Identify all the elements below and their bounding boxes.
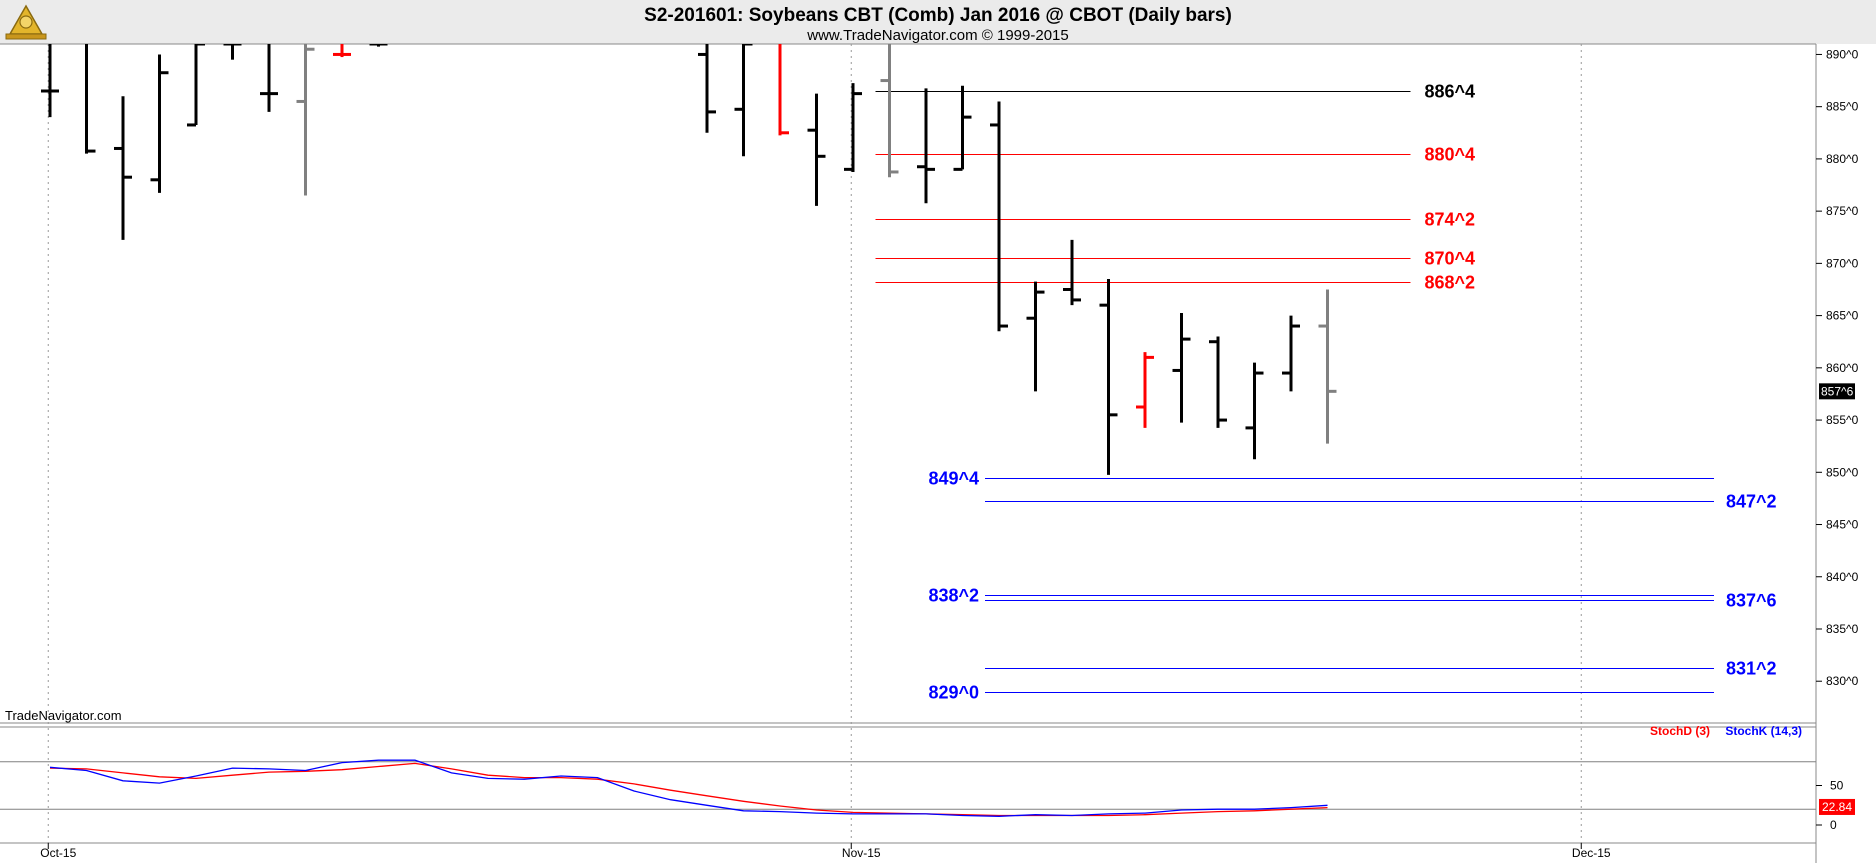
price-tick-label: 850^0 <box>1826 465 1859 479</box>
ohlc-bar <box>1282 315 1300 392</box>
level-label: 868^2 <box>1425 273 1476 293</box>
stochastic-panel: 50 0 22.84 <box>0 759 1855 832</box>
date-tick-label: Dec-15 <box>1572 846 1611 860</box>
price-tick-label: 870^0 <box>1826 256 1859 270</box>
last-price-box <box>1819 383 1855 400</box>
chart-subtitle: www.TradeNavigator.com © 1999-2015 <box>806 27 1068 44</box>
ohlc-bar <box>223 44 242 60</box>
price-tick-label: 890^0 <box>1826 47 1859 61</box>
ohlc-bar <box>85 44 96 154</box>
price-tick-label: 885^0 <box>1826 100 1859 114</box>
stoch-tick-label: 50 <box>1830 779 1844 793</box>
level-label: 849^4 <box>928 469 979 489</box>
ohlc-bar <box>1136 352 1154 428</box>
price-tick-label: 880^0 <box>1826 152 1859 166</box>
ohlc-bar <box>296 44 315 196</box>
watermark-text: TradeNavigator.com <box>5 708 122 723</box>
price-axis: 890^0 885^0 880^0 875^0 870^0 865^0 860^0 855^0… <box>1816 47 1859 688</box>
price-tick-label: 865^0 <box>1826 309 1859 323</box>
stoch-last-value-box <box>1819 798 1855 815</box>
sextant-logo-icon <box>5 4 47 40</box>
vertical-grid <box>47 44 1582 843</box>
stoch-tick-label: 0 <box>1830 818 1837 832</box>
ohlc-bar <box>807 93 826 206</box>
price-tick-label: 845^0 <box>1826 518 1859 532</box>
level-label: 874^2 <box>1425 210 1476 230</box>
price-tick-label: 840^0 <box>1826 570 1859 584</box>
ohlc-bar <box>953 85 972 171</box>
support-resistance-levels: 886^4 880^4 874^2 870^4 868^2 849^4 847^2 838^2… <box>875 82 1777 703</box>
stoch-last-value-label: 22.84 <box>1822 800 1852 814</box>
ohlc-bar <box>333 44 351 58</box>
ohlc-bar <box>1245 362 1264 460</box>
ohlc-bar <box>698 44 716 133</box>
ohlc-bar <box>1026 281 1045 392</box>
ohlc-bar <box>1172 312 1191 423</box>
stoch-series-line <box>49 759 1328 817</box>
date-axis: Oct-15 Nov-15 Dec-15 <box>40 843 1611 860</box>
level-label: 837^6 <box>1726 591 1777 611</box>
date-tick-label: Nov-15 <box>842 846 881 860</box>
ohlc-bar <box>917 88 935 204</box>
price-bars <box>41 44 1337 475</box>
level-label: 831^2 <box>1726 659 1777 679</box>
price-tick-label: 830^0 <box>1826 674 1859 688</box>
ohlc-bar <box>844 83 862 172</box>
ohlc-bar <box>1318 289 1337 444</box>
level-label: 886^4 <box>1425 82 1476 102</box>
ohlc-bar <box>1099 279 1118 475</box>
price-tick-label: 855^0 <box>1826 413 1859 427</box>
level-label: 870^4 <box>1425 249 1476 269</box>
legend-stochd: StochD (3) <box>1650 724 1710 738</box>
level-label: 847^2 <box>1726 492 1777 512</box>
stoch-series-line <box>49 762 1328 817</box>
ohlc-bar <box>41 44 59 118</box>
date-tick-label: Oct-15 <box>40 846 76 860</box>
price-tick-label: 875^0 <box>1826 204 1859 218</box>
ohlc-bar <box>734 44 753 157</box>
price-tick-label: 835^0 <box>1826 622 1859 636</box>
legend-stochk: StochK (14,3) <box>1725 724 1802 738</box>
ohlc-bar <box>778 44 789 136</box>
y-axis-area <box>1817 44 1876 863</box>
header-band <box>0 0 1876 44</box>
price-tick-label: 860^0 <box>1826 361 1859 375</box>
ohlc-bar <box>260 44 278 112</box>
level-label: 838^2 <box>928 586 979 606</box>
ohlc-bar <box>880 44 899 178</box>
level-label: 880^4 <box>1425 145 1476 165</box>
level-label: 829^0 <box>928 683 979 703</box>
chart-title: S2-201601: Soybeans CBT (Comb) Jan 2016 … <box>644 5 1232 26</box>
ohlc-bar <box>150 54 169 193</box>
ohlc-bar <box>990 101 1008 332</box>
ohlc-bar <box>1063 239 1081 306</box>
ohlc-bar <box>114 96 132 240</box>
last-price-label: 857^6 <box>1821 384 1854 398</box>
ohlc-bar <box>187 44 205 127</box>
ohlc-bar <box>1209 336 1227 428</box>
